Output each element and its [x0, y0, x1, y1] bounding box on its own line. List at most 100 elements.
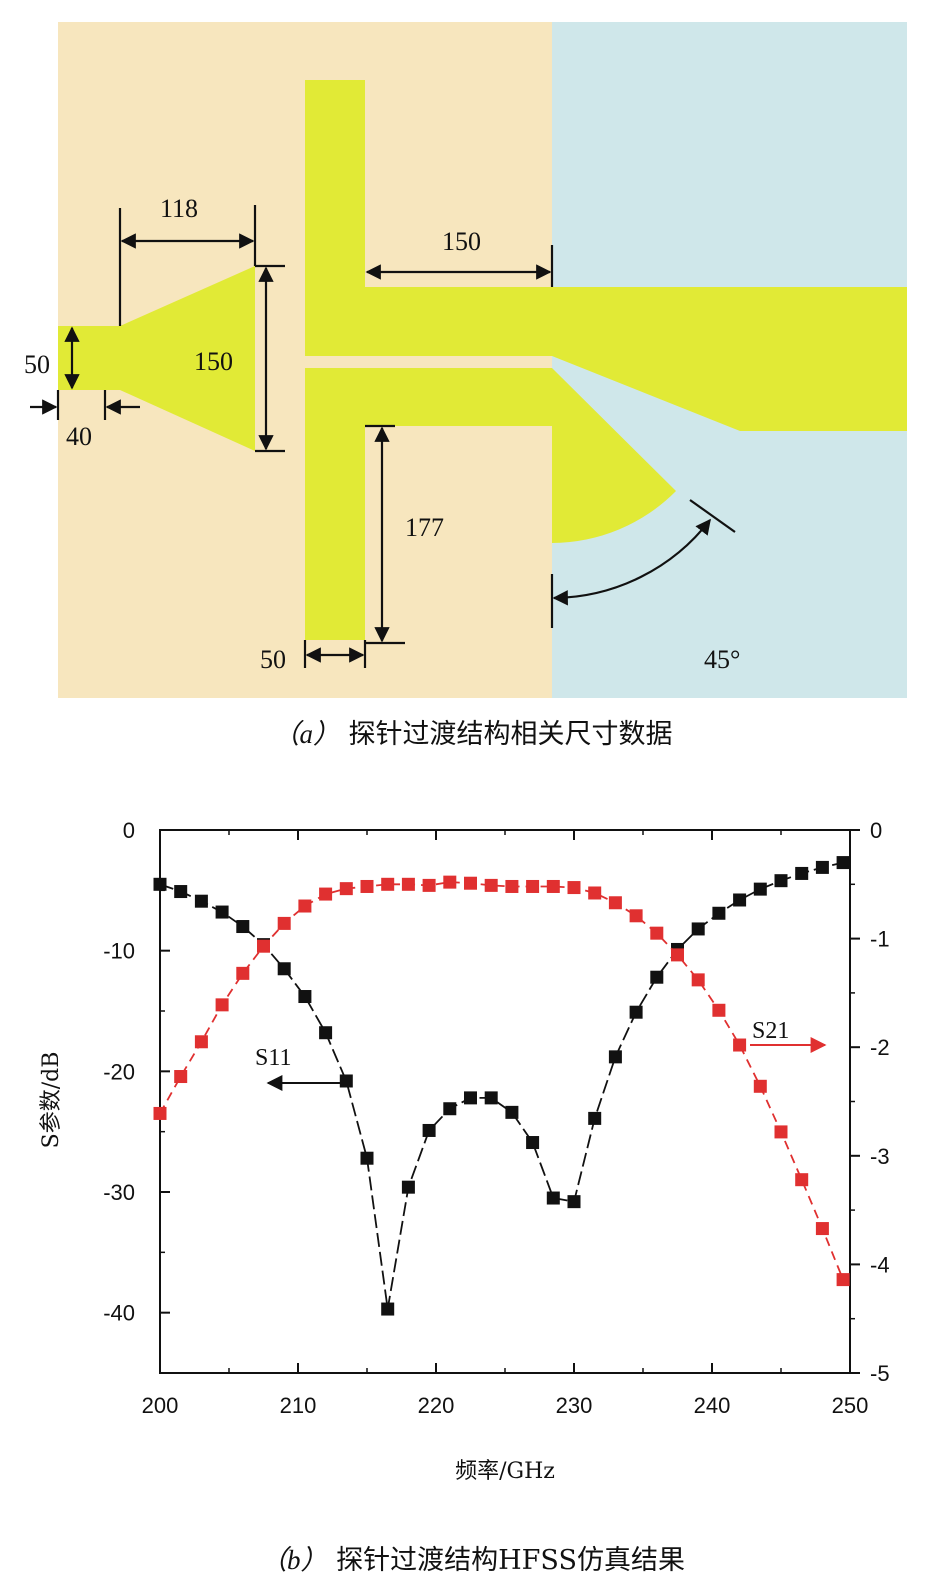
x-tick-label: 210	[280, 1393, 317, 1418]
s21-point	[505, 879, 519, 893]
figure-a-caption: （a） 探针过渡结构相关尺寸数据	[0, 712, 945, 751]
s11-point	[815, 860, 829, 874]
y-left-tick-label: -40	[103, 1301, 135, 1326]
probe-taper	[552, 356, 907, 431]
s11-point	[608, 1050, 622, 1064]
dim-feed-width: 50	[24, 350, 50, 379]
s11-point	[174, 885, 188, 899]
x-tick-label: 200	[142, 1393, 179, 1418]
s11-point	[194, 894, 208, 908]
s21-point	[257, 939, 270, 953]
s11-point	[422, 1123, 436, 1137]
s21-point	[401, 877, 415, 891]
s11-point	[298, 990, 312, 1004]
dim-feed-length: 40	[66, 422, 92, 451]
s11-point	[505, 1105, 519, 1119]
s11-point	[381, 1302, 395, 1316]
y-axis-left: 0 -10 -20 -30 -40	[103, 818, 170, 1326]
s11-point	[153, 877, 167, 891]
s11-label: S11	[255, 1045, 291, 1071]
dim-stub-width: 50	[260, 645, 286, 674]
y-right-tick-label: -3	[870, 1144, 890, 1169]
s21-label: S21	[752, 1018, 789, 1044]
figure-b-title: 探针过渡结构HFSS仿真结果	[336, 1545, 685, 1576]
s11-point	[526, 1136, 540, 1150]
s11-point	[236, 920, 250, 934]
s21-line	[159, 881, 844, 1280]
dim-probe-length: 150	[442, 227, 481, 256]
s21-point	[526, 879, 540, 893]
s21-point	[795, 1173, 809, 1187]
dim-stub-length: 177	[405, 513, 444, 542]
x-tick-label: 220	[418, 1393, 455, 1418]
s21-point	[691, 973, 705, 987]
figure-b-label: （b）	[260, 1545, 328, 1575]
s21-point	[174, 1070, 188, 1084]
s11-point	[795, 866, 809, 880]
y-left-tick-label: -10	[103, 939, 135, 964]
s11-point	[691, 922, 705, 936]
dim-sector-angle: 45°	[704, 645, 740, 674]
s11-point	[753, 882, 767, 896]
y-right-tick-label: -4	[870, 1252, 890, 1277]
s11-point	[319, 1026, 333, 1040]
s11-point	[277, 962, 291, 976]
s21-point	[629, 909, 643, 923]
s11-point	[443, 1102, 457, 1116]
y-right-tick-label: 0	[870, 818, 882, 843]
s11-point	[567, 1195, 581, 1209]
figure-a-label: （a）	[272, 719, 340, 749]
s21-point	[277, 916, 291, 930]
feed-line	[58, 326, 120, 390]
taper-section	[120, 266, 255, 451]
s11-point	[401, 1180, 415, 1194]
y-right-tick-label: -5	[870, 1361, 890, 1386]
s21-point	[608, 896, 622, 910]
metal-pattern	[58, 80, 907, 640]
s21-point	[298, 899, 312, 913]
x-tick-label: 230	[556, 1393, 593, 1418]
y-right-tick-label: -2	[870, 1035, 890, 1060]
upper-stub	[305, 80, 365, 356]
s21-point	[836, 1273, 850, 1287]
x-axis: 200 210 220 230 240 250	[142, 830, 869, 1418]
x-tick-label: 240	[694, 1393, 731, 1418]
s11-point	[484, 1091, 498, 1105]
s21-point	[588, 886, 602, 900]
y-left-tick-label: -20	[103, 1059, 135, 1084]
s11-point	[733, 893, 747, 907]
s21-point	[236, 966, 250, 980]
s11-point	[650, 970, 664, 984]
s11-point	[774, 874, 788, 888]
dimension-lines	[30, 205, 736, 668]
y-axis-title: S参数/dB	[39, 1052, 64, 1149]
s21-point	[422, 878, 436, 892]
dim-taper-length: 118	[160, 194, 198, 223]
s21-point	[319, 887, 333, 901]
s11-point	[712, 906, 726, 920]
s21-point	[671, 948, 684, 962]
s21-point	[464, 876, 477, 890]
x-tick-label: 250	[832, 1393, 869, 1418]
s21-point	[484, 878, 498, 892]
plot-frame	[159, 829, 851, 1374]
x-axis-title: 频率/GHz	[455, 1459, 555, 1484]
s11-line	[159, 861, 844, 1310]
s21-point	[815, 1222, 829, 1236]
y-axis-right: 0 -1 -2 -3 -4 -5	[850, 818, 890, 1386]
s21-point	[567, 881, 581, 895]
s21-point	[774, 1125, 788, 1139]
s11-point	[464, 1091, 477, 1105]
figure-a-title: 探针过渡结构相关尺寸数据	[348, 719, 673, 750]
s11-point	[339, 1074, 353, 1088]
s21-point	[153, 1106, 167, 1120]
s11-point	[215, 905, 229, 919]
dim-taper-height: 150	[194, 347, 233, 376]
y-left-tick-label: 0	[123, 818, 135, 843]
s21-point	[360, 879, 374, 893]
radial-stub	[552, 368, 676, 543]
s11-point	[836, 856, 850, 870]
s21-point	[753, 1079, 767, 1093]
s21-point	[443, 875, 457, 889]
s21-point	[381, 877, 395, 891]
